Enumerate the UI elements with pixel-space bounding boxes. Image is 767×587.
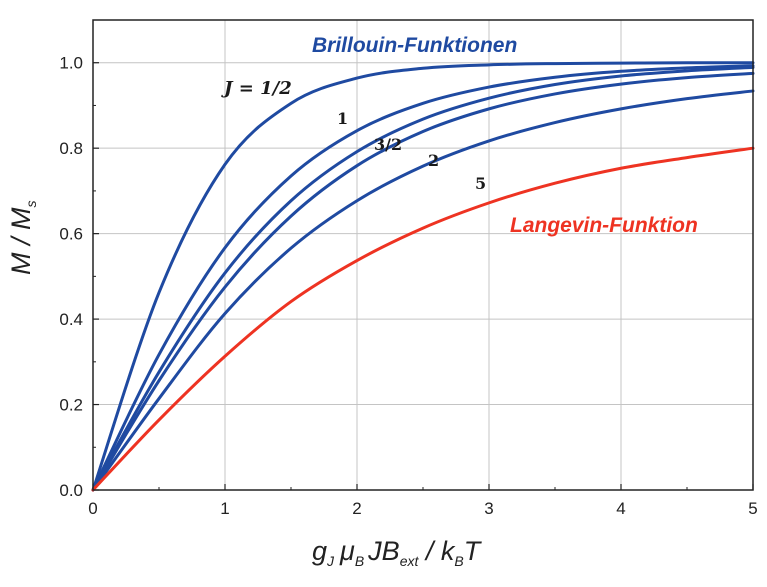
label-j-half: J = 1/2 bbox=[221, 78, 292, 99]
label-j-three-half: 3/2 bbox=[374, 135, 402, 154]
y-tick-label: 0.2 bbox=[59, 396, 83, 415]
series-line-1 bbox=[91, 64, 755, 492]
x-tick-label: 4 bbox=[616, 499, 625, 518]
x-tick-label: 2 bbox=[352, 499, 361, 518]
label-j-one: 1 bbox=[337, 109, 348, 128]
series-line-2 bbox=[91, 65, 755, 492]
x-tick-label: 5 bbox=[748, 499, 757, 518]
curves bbox=[91, 61, 755, 492]
plot-frame bbox=[92, 19, 754, 491]
brillouin-title: Brillouin-Funktionen bbox=[312, 34, 517, 57]
series-line-4 bbox=[91, 89, 755, 492]
x-tick-label: 1 bbox=[220, 499, 229, 518]
x-tick-label: 0 bbox=[88, 499, 97, 518]
y-tick-label: 0.0 bbox=[59, 481, 83, 500]
label-j-five: 5 bbox=[475, 174, 486, 193]
y-tick-label: 0.6 bbox=[59, 225, 83, 244]
series-line-0 bbox=[91, 61, 755, 492]
y-tick-label: 0.4 bbox=[59, 310, 83, 329]
series-line-5 bbox=[91, 146, 755, 492]
y-axis-label: M / Ms bbox=[6, 201, 39, 276]
y-tick-label: 1.0 bbox=[59, 54, 83, 73]
y-tick-label: 0.8 bbox=[59, 139, 83, 158]
series-line-3 bbox=[91, 71, 755, 492]
y-ticks: 0.0 0.2 0.4 0.6 0.8 1.0 bbox=[59, 19, 99, 500]
x-axis-label: gJ μB JBext / kBT bbox=[312, 536, 483, 569]
x-tick-label: 3 bbox=[484, 499, 493, 518]
langevin-title: Langevin-Funktion bbox=[510, 214, 698, 237]
label-j-two: 2 bbox=[428, 151, 439, 170]
